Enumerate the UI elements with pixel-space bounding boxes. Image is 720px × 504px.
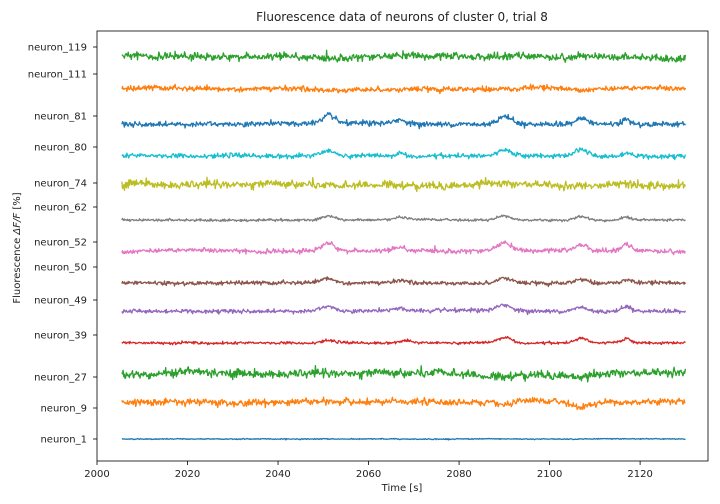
y-tick-label: neuron_9	[40, 404, 87, 415]
y-axis-label-prefix: Fluorescence	[12, 235, 23, 304]
series-line-neuron-50	[121, 276, 686, 288]
series-line-neuron-39	[121, 335, 686, 346]
x-tick-label: 2080	[446, 469, 471, 480]
series-line-neuron-49	[121, 303, 686, 316]
y-tick-label: neuron_119	[28, 43, 87, 54]
series-line-neuron-81	[121, 111, 686, 130]
x-tick-label: 2100	[537, 469, 562, 480]
x-tick-label: 2040	[265, 469, 290, 480]
y-tick-label: neuron_52	[34, 238, 87, 249]
y-tick-label: neuron_49	[34, 296, 87, 307]
series-line-neuron-1	[121, 437, 686, 441]
y-tick-label: neuron_1	[40, 435, 87, 446]
series-line-neuron-52	[121, 240, 686, 256]
series-line-neuron-80	[121, 147, 687, 161]
x-axis-label: Time [s]	[381, 483, 423, 494]
series-line-neuron-111	[121, 83, 687, 95]
y-tick-label: neuron_50	[34, 263, 87, 274]
series-line-neuron-119	[121, 49, 687, 63]
y-tick-label: neuron_62	[34, 203, 87, 214]
series-line-neuron-74	[121, 176, 687, 193]
y-axis: neuron_1 neuron_9 neuron_27 neuron_39 neuron…	[28, 43, 97, 446]
y-tick-label: neuron_81	[34, 112, 87, 123]
y-axis-label-math: ΔF/F	[12, 213, 23, 236]
x-tick-label: 2020	[175, 469, 200, 480]
y-tick-label: neuron_80	[34, 143, 87, 154]
x-axis: 2000 2020 2040 2060 2080 2100 2120	[84, 461, 653, 480]
trace-group	[121, 49, 687, 441]
chart-title: Fluorescence data of neurons of cluster …	[256, 10, 548, 24]
y-axis-label-suffix: [%]	[12, 192, 23, 213]
x-tick-label: 2120	[627, 469, 652, 480]
y-tick-label: neuron_111	[28, 70, 87, 81]
axes-frame	[96, 30, 709, 462]
series-line-neuron-9	[121, 396, 686, 411]
y-tick-label: neuron_27	[34, 373, 87, 384]
x-tick-label: 2060	[356, 469, 381, 480]
series-line-neuron-62	[121, 214, 686, 223]
y-tick-label: neuron_39	[34, 331, 87, 342]
x-tick-label: 2000	[84, 469, 109, 480]
y-tick-label: neuron_74	[34, 179, 87, 190]
y-axis-label: Fluorescence ΔF/F [%]	[12, 192, 23, 303]
series-line-neuron-27	[121, 364, 687, 383]
